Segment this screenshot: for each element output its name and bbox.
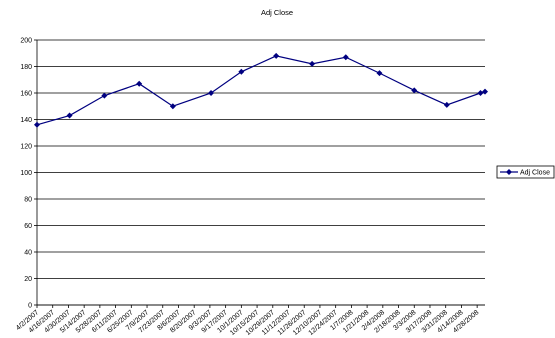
legend-label: Adj Close <box>520 170 550 177</box>
marker <box>411 87 418 94</box>
marker <box>443 101 450 108</box>
marker <box>169 103 176 110</box>
marker <box>136 80 143 87</box>
marker <box>273 52 280 59</box>
marker <box>376 70 383 77</box>
marker <box>208 90 215 96</box>
y-tick-label: 80 <box>24 197 32 204</box>
y-tick-label: 20 <box>24 276 32 283</box>
y-tick-label: 100 <box>20 170 32 177</box>
marker <box>66 112 73 119</box>
chart-title: Adj Close <box>261 8 293 17</box>
marker <box>477 90 484 96</box>
y-tick-label: 200 <box>20 38 32 45</box>
marker <box>309 60 316 67</box>
marker <box>342 54 349 61</box>
marker <box>101 92 108 99</box>
y-tick-label: 0 <box>28 303 32 310</box>
legend-marker <box>506 169 512 175</box>
marker <box>482 88 488 95</box>
y-tick-label: 60 <box>24 223 32 230</box>
y-tick-label: 180 <box>20 64 32 71</box>
y-tick-label: 160 <box>20 91 32 98</box>
marker <box>34 121 40 128</box>
legend-box <box>496 165 555 179</box>
y-tick-label: 120 <box>20 144 32 151</box>
y-tick-label: 140 <box>20 117 32 124</box>
marker <box>238 68 245 75</box>
y-tick-label: 40 <box>24 250 32 257</box>
